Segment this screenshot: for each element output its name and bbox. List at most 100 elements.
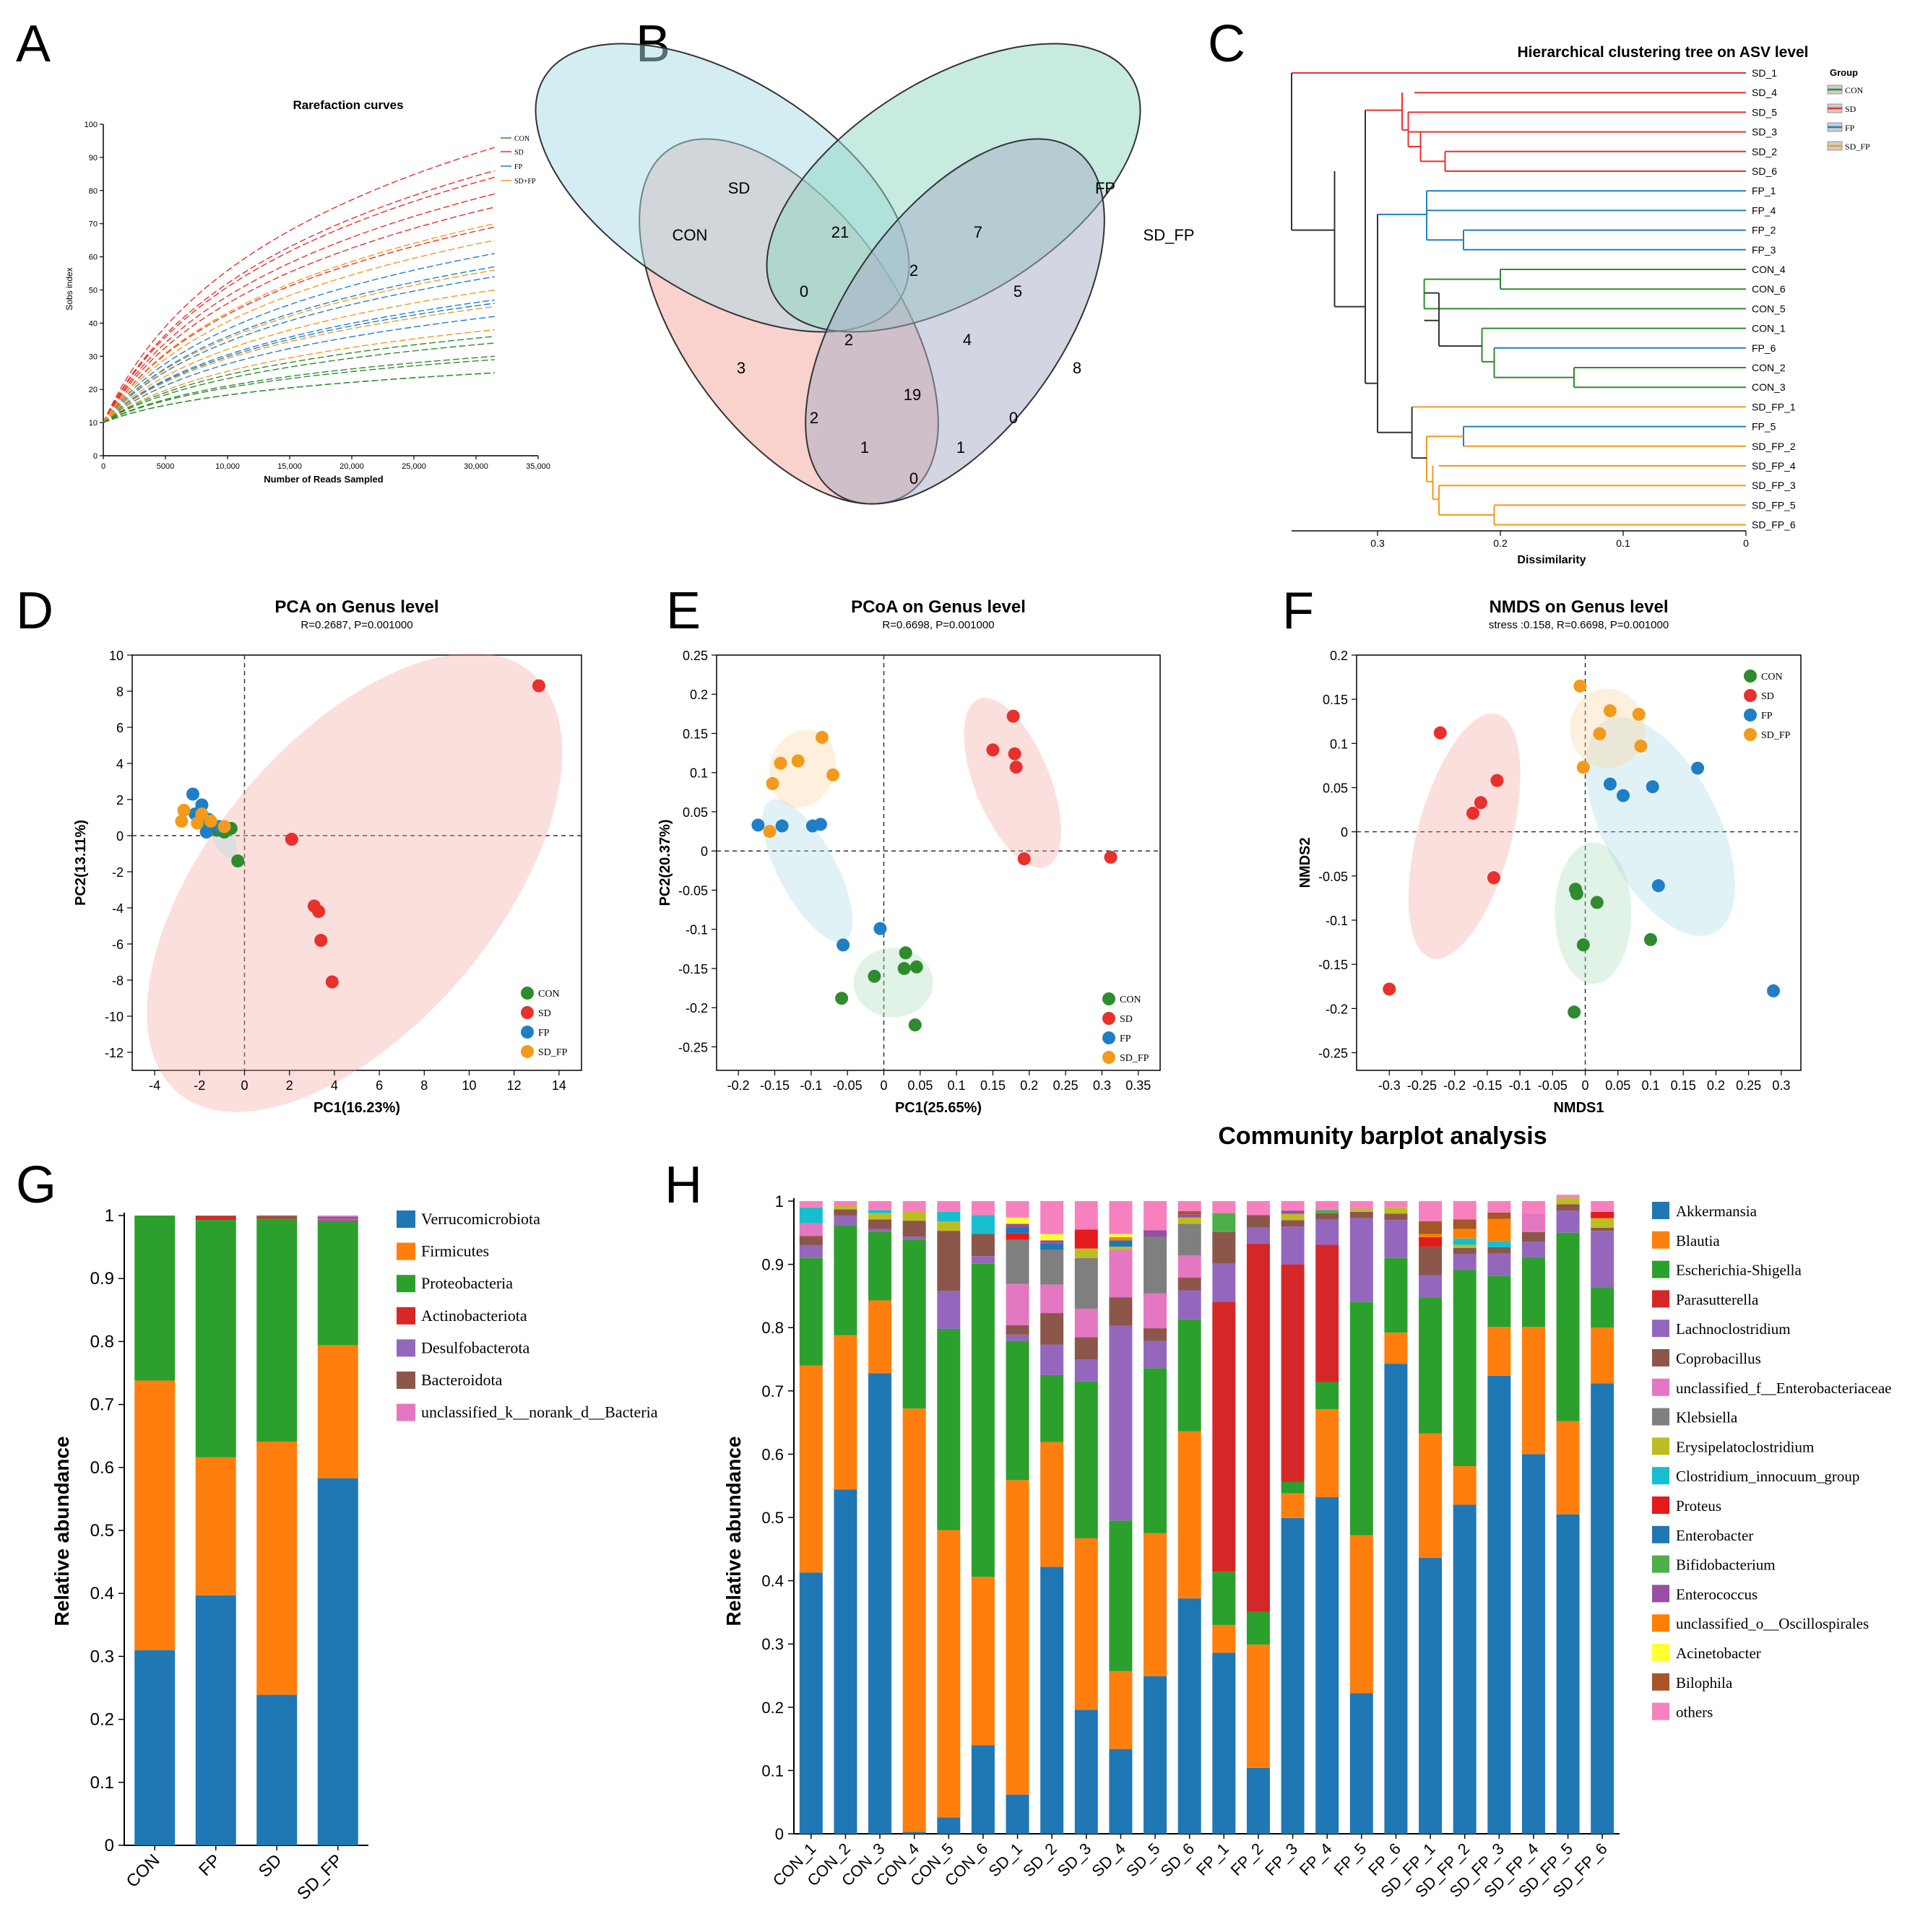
- x-tick-label: 0: [101, 462, 105, 471]
- x-tick-label: CON: [123, 1850, 164, 1892]
- legend-swatch: [1652, 1614, 1669, 1632]
- rarefaction-curve: [103, 372, 495, 423]
- bar-segment: [1246, 1227, 1270, 1244]
- bar-segment: [1246, 1645, 1270, 1768]
- legend-label: Bacteroidota: [421, 1371, 503, 1389]
- legend-label: SD: [1761, 691, 1774, 702]
- leaf-label: SD_FP_4: [1752, 460, 1796, 472]
- y-tick-label: 0.5: [90, 1521, 114, 1541]
- bar-segment: [195, 1220, 236, 1457]
- data-point-sd_fp: [204, 815, 217, 828]
- bar-segment: [868, 1213, 892, 1220]
- legend-label: unclassified_k__norank_d__Bacteria: [421, 1403, 658, 1421]
- bar-segment: [1419, 1247, 1443, 1275]
- bar-segment: [937, 1817, 961, 1834]
- data-point-sd: [1009, 761, 1023, 774]
- bar-segment: [1281, 1226, 1305, 1265]
- venn-set-label: SD_FP: [1144, 226, 1195, 244]
- data-point-sd: [1433, 726, 1447, 740]
- y-tick-label: -0.05: [1318, 870, 1348, 884]
- legend-label: CON: [1761, 672, 1783, 683]
- data-point-fp: [1646, 780, 1659, 794]
- x-tick-label: 15,000: [277, 462, 302, 471]
- bar-segment: [1109, 1520, 1133, 1671]
- bar-segment: [1177, 1290, 1201, 1320]
- y-tick-label: 0.2: [761, 1699, 784, 1717]
- bar-segment: [1006, 1217, 1029, 1224]
- bar-segment: [1006, 1226, 1029, 1234]
- legend-label: Escherichia-Shigella: [1676, 1262, 1802, 1279]
- bar-segment: [1109, 1671, 1133, 1749]
- y-axis-label: PC2(13.11%): [73, 820, 89, 906]
- bar-segment: [1384, 1257, 1408, 1333]
- bar-segment: [1384, 1333, 1408, 1364]
- data-point-sd_fp: [1593, 727, 1607, 740]
- data-point-con: [909, 960, 923, 974]
- x-tick-label: 0.3: [1093, 1078, 1111, 1093]
- data-point-sd: [1466, 806, 1479, 820]
- legend-label: FP: [1845, 123, 1855, 133]
- bar-segment: [1212, 1263, 1236, 1302]
- bar-segment: [902, 1221, 926, 1237]
- bar-segment: [1074, 1257, 1098, 1309]
- y-tick-label: 4: [116, 757, 124, 771]
- rarefaction-curve: [103, 355, 495, 423]
- y-axis-label: PC2(20.37%): [657, 819, 673, 906]
- bar-segment: [317, 1221, 358, 1346]
- y-tick-label: 0.1: [1330, 737, 1348, 751]
- x-tick-label: -0.2: [1443, 1078, 1466, 1093]
- bar-segment: [1177, 1211, 1201, 1215]
- rarefaction-curve: [103, 336, 495, 423]
- bar-segment: [1281, 1213, 1305, 1221]
- x-tick-label: 8: [420, 1078, 428, 1093]
- leaf-label: CON_5: [1752, 303, 1786, 314]
- y-tick-label: 60: [89, 254, 98, 262]
- x-tick-label: SD_4: [1088, 1840, 1129, 1881]
- x-tick-label: 6: [376, 1078, 383, 1093]
- legend-swatch: [1652, 1702, 1669, 1720]
- bar-segment: [1419, 1221, 1443, 1234]
- bar-segment: [1074, 1381, 1098, 1538]
- y-tick-label: 1: [775, 1192, 784, 1210]
- bar-segment: [317, 1478, 358, 1845]
- bar-segment: [134, 1380, 176, 1650]
- y-tick-label: -6: [112, 937, 124, 952]
- data-point-fp: [1603, 777, 1617, 791]
- bar-segment: [1040, 1374, 1064, 1442]
- y-tick-label: 0.2: [90, 1710, 114, 1730]
- legend-swatch: [1652, 1555, 1669, 1573]
- leaf-label: FP_5: [1752, 421, 1776, 433]
- legend-swatch: [1652, 1320, 1669, 1338]
- bar-segment: [971, 1745, 995, 1834]
- bar-segment: [195, 1595, 236, 1845]
- venn-count: 0: [800, 282, 808, 300]
- data-point-con: [1643, 932, 1657, 946]
- bar-segment: [1246, 1201, 1270, 1216]
- bar-segment: [1384, 1364, 1408, 1834]
- bar-segment: [1419, 1558, 1443, 1834]
- group-ellipse: [964, 698, 1061, 868]
- x-tick-label: FP: [195, 1850, 225, 1880]
- bar-segment: [1109, 1749, 1133, 1834]
- bar-segment: [1453, 1244, 1477, 1248]
- bar-segment: [1384, 1220, 1408, 1258]
- bar-segment: [902, 1211, 926, 1221]
- bar-segment: [1281, 1517, 1305, 1834]
- bar-segment: [1040, 1344, 1064, 1375]
- rarefaction-curve: [103, 372, 495, 423]
- leaf-label: SD_FP_6: [1752, 519, 1796, 531]
- y-tick-label: 0.7: [761, 1382, 784, 1400]
- x-tick-label: FP_2: [1227, 1840, 1267, 1879]
- x-tick-label: -0.2: [727, 1078, 750, 1093]
- legend-swatch: [397, 1307, 415, 1325]
- data-point-fp: [1691, 761, 1705, 775]
- legend-label: Verrucomicrobiota: [421, 1210, 540, 1228]
- group-ellipse: [147, 653, 563, 1112]
- data-point-sd_fp: [766, 776, 779, 790]
- bar-segment: [1177, 1201, 1201, 1212]
- bar-segment: [1453, 1247, 1477, 1255]
- bar-segment: [1109, 1201, 1133, 1234]
- y-tick-label: 0.9: [90, 1269, 114, 1288]
- y-tick-label: 0.2: [690, 688, 708, 702]
- legend-swatch: [1652, 1585, 1669, 1603]
